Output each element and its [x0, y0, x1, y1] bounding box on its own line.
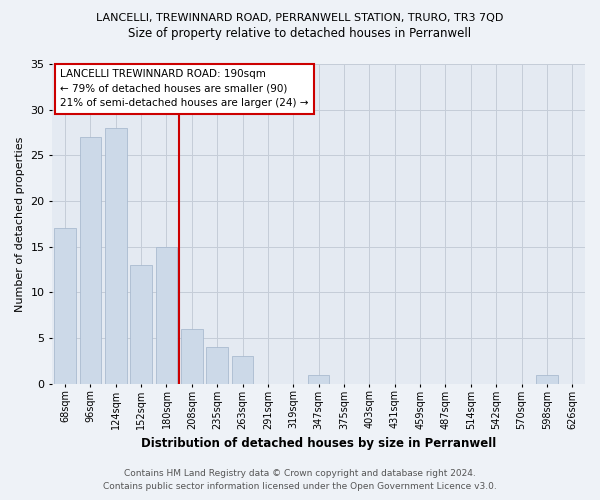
- Bar: [232, 356, 253, 384]
- Bar: [181, 329, 203, 384]
- Bar: [155, 246, 177, 384]
- Text: LANCELLI TREWINNARD ROAD: 190sqm
← 79% of detached houses are smaller (90)
21% o: LANCELLI TREWINNARD ROAD: 190sqm ← 79% o…: [61, 69, 309, 108]
- Bar: [80, 137, 101, 384]
- Bar: [536, 374, 558, 384]
- Y-axis label: Number of detached properties: Number of detached properties: [15, 136, 25, 312]
- Text: Size of property relative to detached houses in Perranwell: Size of property relative to detached ho…: [128, 28, 472, 40]
- Text: Contains HM Land Registry data © Crown copyright and database right 2024.
Contai: Contains HM Land Registry data © Crown c…: [103, 470, 497, 491]
- X-axis label: Distribution of detached houses by size in Perranwell: Distribution of detached houses by size …: [141, 437, 496, 450]
- Bar: [308, 374, 329, 384]
- Bar: [105, 128, 127, 384]
- Bar: [130, 265, 152, 384]
- Text: LANCELLI, TREWINNARD ROAD, PERRANWELL STATION, TRURO, TR3 7QD: LANCELLI, TREWINNARD ROAD, PERRANWELL ST…: [97, 12, 503, 22]
- Bar: [206, 347, 228, 384]
- Bar: [54, 228, 76, 384]
